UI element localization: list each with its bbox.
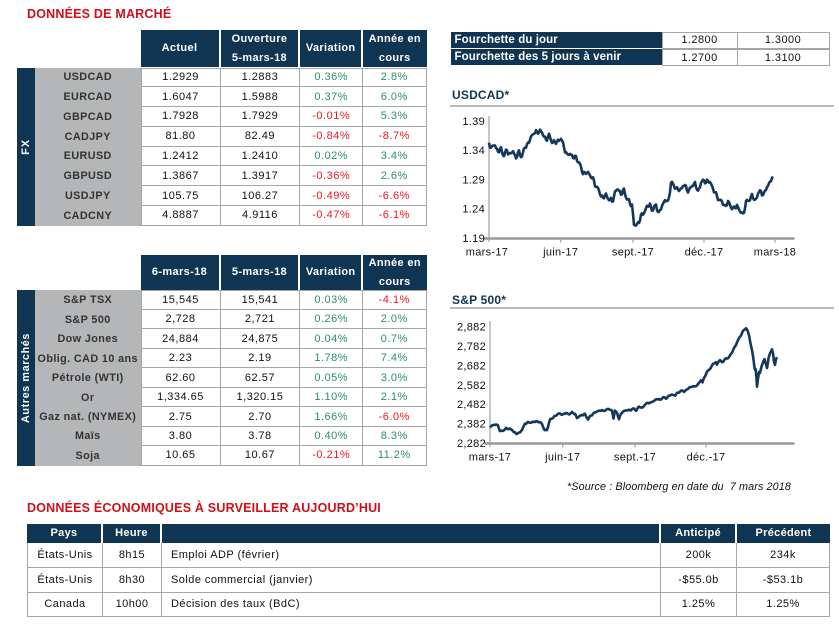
svg-text:2,382: 2,382 xyxy=(457,419,486,431)
svg-text:déc.-17: déc.-17 xyxy=(687,452,726,464)
svg-text:1.39: 1.39 xyxy=(462,116,485,128)
svg-text:2,482: 2,482 xyxy=(457,399,486,411)
svg-text:mars-17: mars-17 xyxy=(469,452,511,464)
svg-text:2,882: 2,882 xyxy=(457,322,486,334)
svg-text:2,282: 2,282 xyxy=(457,438,486,450)
svg-text:1.34: 1.34 xyxy=(462,145,485,157)
svg-text:2,582: 2,582 xyxy=(457,380,486,392)
svg-text:sept.-17: sept.-17 xyxy=(612,247,654,259)
svg-text:1.29: 1.29 xyxy=(462,174,485,186)
svg-text:juin-17: juin-17 xyxy=(544,452,580,464)
svg-text:sept.-17: sept.-17 xyxy=(614,452,656,464)
svg-text:mars-17: mars-17 xyxy=(466,247,508,259)
svg-text:2,782: 2,782 xyxy=(457,341,486,353)
svg-text:1.24: 1.24 xyxy=(462,204,485,216)
svg-text:juin-17: juin-17 xyxy=(542,247,578,259)
svg-text:déc.-17: déc.-17 xyxy=(685,247,724,259)
svg-text:2,682: 2,682 xyxy=(457,360,486,372)
svg-text:mars-18: mars-18 xyxy=(754,247,796,259)
svg-text:1.19: 1.19 xyxy=(462,233,485,245)
